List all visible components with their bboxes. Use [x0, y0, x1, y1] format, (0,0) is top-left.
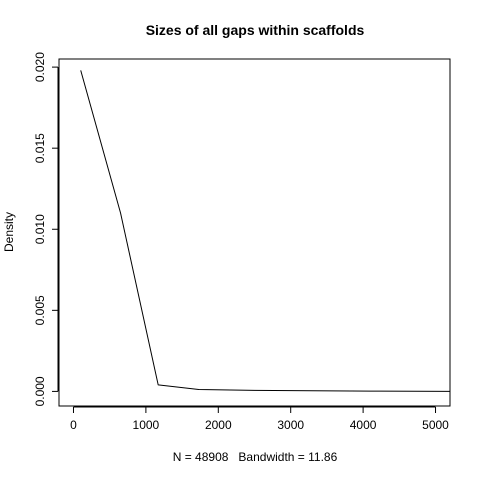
y-tick-label: 0.020: [33, 52, 47, 82]
x-axis-label: N = 48908 Bandwidth = 11.86: [173, 450, 338, 464]
y-tick-label: 0.015: [33, 133, 47, 163]
density-line: [80, 70, 451, 392]
x-tick-label: 0: [70, 418, 77, 432]
y-tick-label: 0.005: [33, 295, 47, 325]
x-tick-label: 4000: [350, 418, 377, 432]
y-axis: 0.000 0.005 0.010 0.015 0.020: [33, 52, 59, 406]
chart-title: Sizes of all gaps within scaffolds: [146, 22, 365, 38]
x-tick-label: 5000: [422, 418, 449, 432]
x-axis: 0 1000 2000 3000 4000 5000: [70, 406, 449, 432]
x-tick-label: 3000: [277, 418, 304, 432]
y-tick-label: 0.000: [33, 376, 47, 406]
x-tick-label: 1000: [133, 418, 160, 432]
x-tick-label: 2000: [205, 418, 232, 432]
y-axis-label: Density: [2, 212, 16, 252]
plot-box: [58, 58, 451, 407]
y-tick-label: 0.010: [33, 214, 47, 244]
series-layer: [80, 70, 451, 392]
